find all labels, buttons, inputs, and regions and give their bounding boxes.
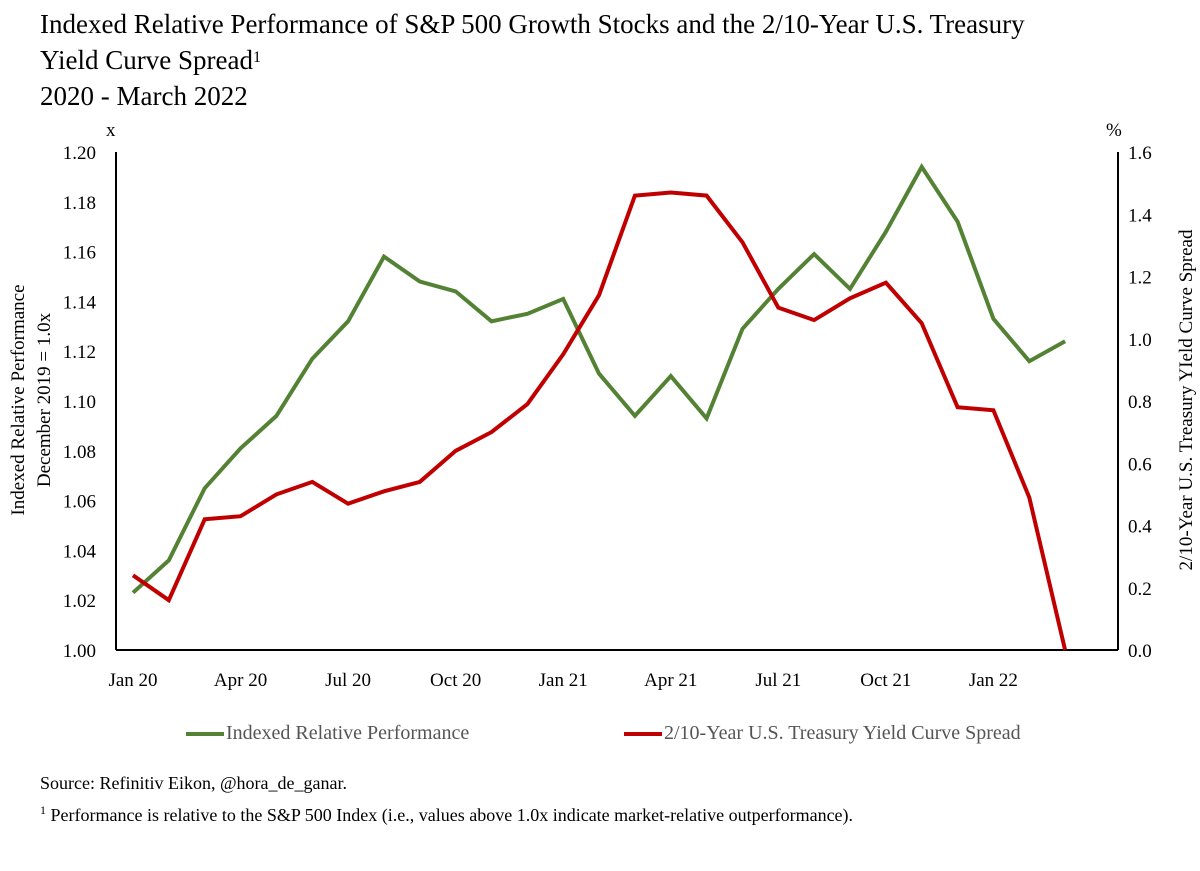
x-tick-label: Jan 20 [108,670,157,691]
right-axis-title: 2/10-Year U.S. Treasury YIeld Curve Spre… [1176,229,1197,570]
left-tick-label: 1.12 [63,342,96,363]
left-tick-label: 1.20 [63,143,96,164]
source-note: Source: Refinitiv Eikon, @hora_de_ganar. [40,773,348,793]
right-tick-label: 0.4 [1128,517,1152,538]
notes: Source: Refinitiv Eikon, @hora_de_ganar.… [40,770,853,829]
title-line-2-text: Yield Curve Spread [40,45,253,75]
legend-label: 2/10-Year U.S. Treasury Yield Curve Spre… [664,722,1021,744]
left-tick-label: 1.18 [63,193,96,214]
x-tick-label: Jul 20 [325,670,371,691]
x-tick-label: Jan 21 [539,670,588,691]
right-tick-label: 1.2 [1128,268,1152,289]
left-tick-label: 1.00 [63,641,96,662]
title-line-1: Indexed Relative Performance of S&P 500 … [40,9,1025,39]
left-axis-title-line1: Indexed Relative Performance [8,284,29,515]
left-axis-title-line2: December 2019 = 1.0x [34,312,55,487]
left-tick-label: 1.04 [63,541,97,562]
left-tick-label: 1.14 [63,292,97,313]
legend-swatch-green [186,731,224,736]
performance-line [131,163,1067,595]
footnote: 1 Performance is relative to the S&P 500… [40,797,853,829]
legend-item-performance: Indexed Relative Performance [186,722,469,745]
axes [115,152,1119,651]
left-tick-label: 1.10 [63,392,96,413]
title-line-3: 2020 - March 2022 [40,81,248,111]
footnote-mark: 1 [40,803,46,817]
x-tick-label: Apr 21 [644,670,697,691]
x-tick-label: Oct 20 [430,670,481,691]
footnote-marker: 1 [252,49,261,66]
title-line-2: Yield Curve Spread1 [40,42,1025,78]
tick-labels: 1.00 1.02 1.04 1.06 1.08 1.10 1.12 1.14 1.16 1.18… [63,143,1153,691]
left-tick-label: 1.02 [63,591,96,612]
x-tick-label: Jul 21 [755,670,801,691]
right-tick-label: 0.8 [1128,392,1152,413]
x-tick-label: Oct 21 [860,670,911,691]
right-tick-label: 0.6 [1128,454,1152,475]
right-tick-label: 0.2 [1128,579,1152,600]
x-tick-label: Jan 22 [969,670,1018,691]
right-tick-label: 1.0 [1128,330,1152,351]
legend-label: Indexed Relative Performance [226,722,470,744]
left-tick-label: 1.08 [63,442,96,463]
legend-swatch-red [624,731,662,736]
chart-title: Indexed Relative Performance of S&P 500 … [40,6,1025,114]
left-tick-label: 1.06 [63,492,96,513]
legend-item-spread: 2/10-Year U.S. Treasury Yield Curve Spre… [624,722,1021,745]
right-tick-label: 1.4 [1128,205,1152,226]
footnote-text: Performance is relative to the S&P 500 I… [46,805,854,825]
left-unit-label: x [106,120,116,141]
series-lines [131,163,1068,651]
right-tick-label: 0.0 [1128,641,1152,662]
x-tick-label: Apr 20 [214,670,267,691]
right-tick-label: 1.6 [1128,143,1152,164]
right-unit-label: % [1106,120,1122,141]
yield-spread-line [131,190,1068,651]
left-tick-label: 1.16 [63,243,96,264]
